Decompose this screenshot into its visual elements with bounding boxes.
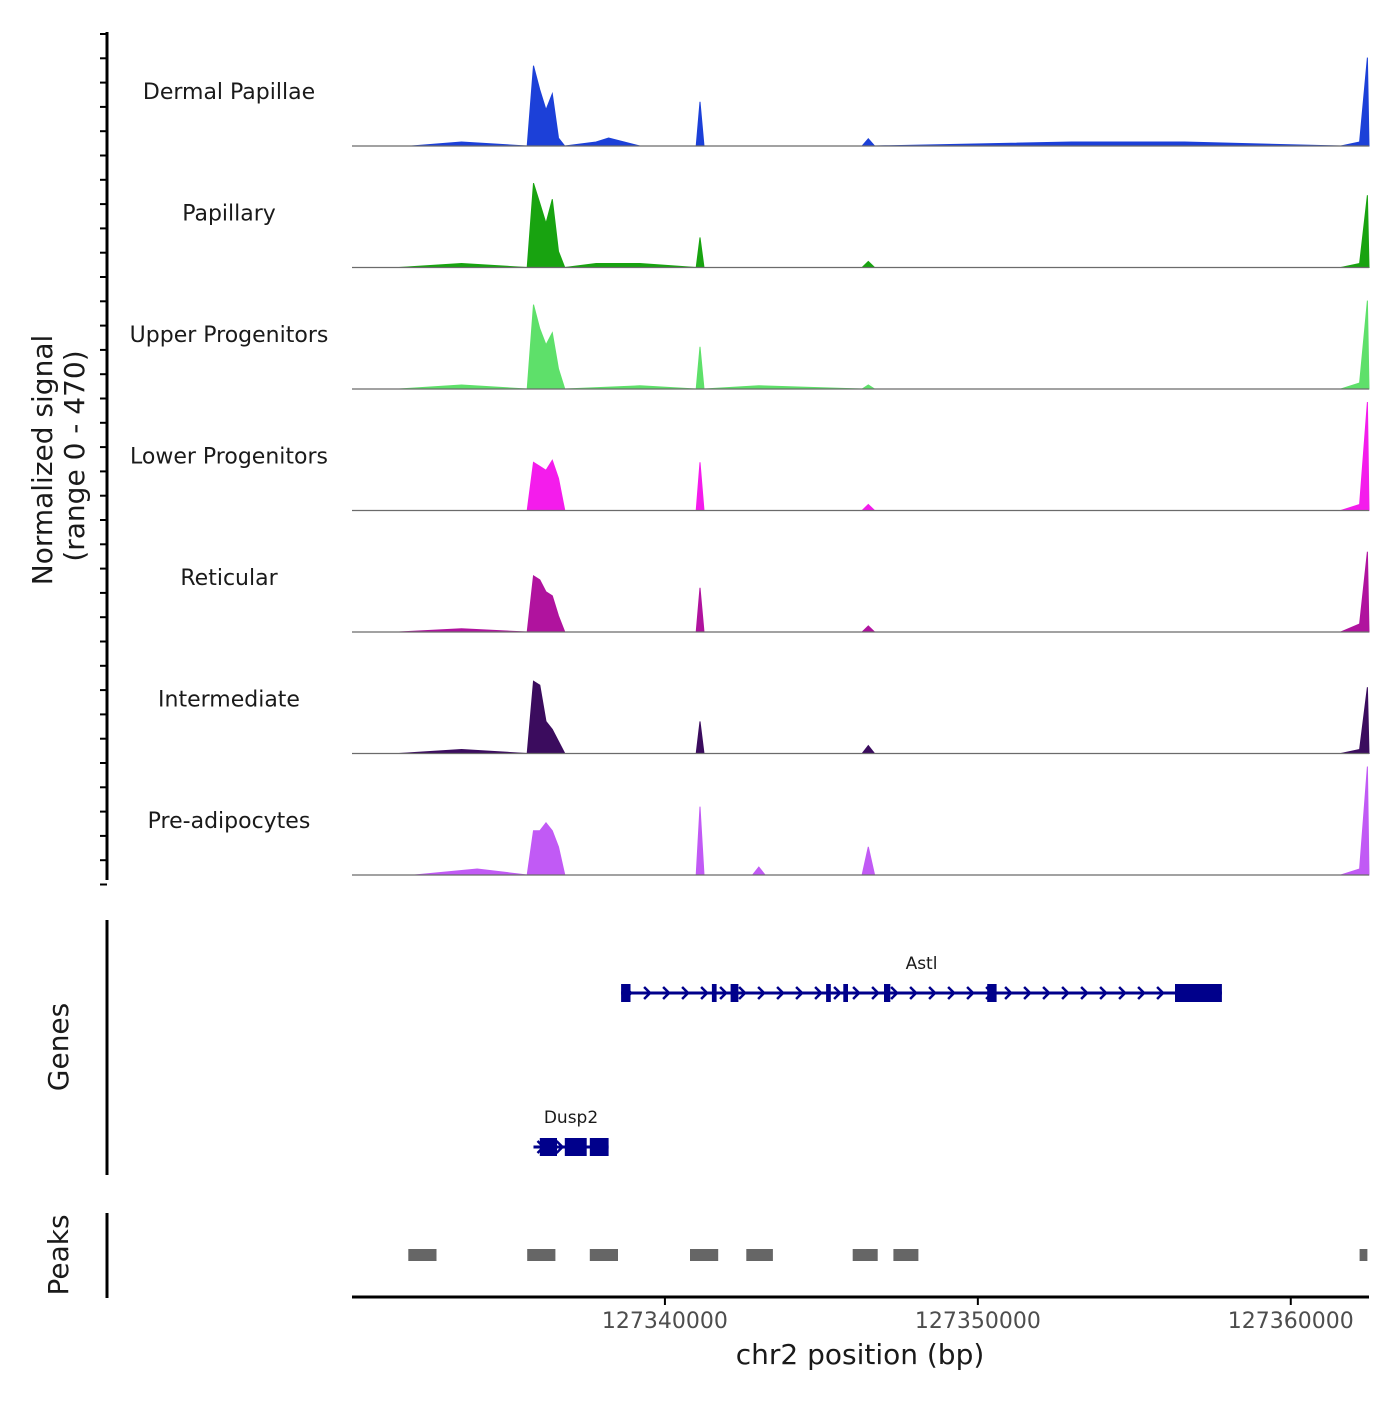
track-label: Dermal Papillae [143, 80, 315, 105]
gene-exon [564, 1138, 587, 1156]
strand-arrow [871, 986, 880, 1000]
gene-exon [826, 984, 831, 1002]
peak-region [1359, 1249, 1368, 1261]
coverage-area [398, 551, 1370, 633]
gene-exon [843, 984, 848, 1002]
strand-arrow [719, 986, 728, 1000]
coverage-tracks: Dermal Papillae Papillary Upper Progenitor… [130, 57, 1370, 876]
gene-exon [589, 1138, 609, 1156]
peak-region [589, 1249, 618, 1261]
genes-track: Genes Astl Dusp2 [42, 920, 1222, 1175]
strand-arrow [814, 986, 823, 1000]
strand-arrow [1004, 986, 1013, 1000]
x-axis: 127340000 127350000 127360000 [352, 1295, 1369, 1334]
gene-model: Dusp2 [533, 1108, 609, 1156]
gene-exon [987, 984, 997, 1002]
track-label: Pre-adipocytes [148, 809, 311, 834]
genes-track-title: Genes [42, 1003, 75, 1091]
x-axis-title: chr2 position (bp) [736, 1338, 985, 1371]
gene-exon [621, 984, 631, 1002]
gene-exon [884, 984, 891, 1002]
gene-exon [730, 984, 739, 1002]
coverage-area [398, 182, 1370, 269]
track-label: Papillary [182, 202, 276, 227]
strand-arrow [1099, 986, 1108, 1000]
track-label: Reticular [180, 566, 278, 591]
strand-arrow [966, 986, 975, 1000]
x-tick-label: 127350000 [915, 1309, 1041, 1334]
strand-arrow [776, 986, 785, 1000]
gene-exon [539, 1138, 557, 1156]
gene-label: Dusp2 [544, 1108, 598, 1128]
track-label: Lower Progenitors [130, 445, 328, 470]
strand-arrow [738, 986, 747, 1000]
coverage-track: Dermal Papillae [143, 57, 1370, 147]
strand-arrow [1061, 986, 1070, 1000]
strand-arrow [909, 986, 918, 1000]
strand-arrow [852, 986, 861, 1000]
peak-region [690, 1249, 719, 1261]
coverage-track: Intermediate [158, 680, 1370, 755]
coverage-area [411, 57, 1370, 147]
gene-model: Astl [621, 954, 1222, 1002]
peak-region [852, 1249, 878, 1261]
strand-arrow [757, 986, 766, 1000]
peak-region [746, 1249, 773, 1261]
strand-arrow [928, 986, 937, 1000]
y-axis-title-line2: (range 0 - 470) [58, 350, 91, 561]
strand-arrow [700, 986, 709, 1000]
strand-arrow [833, 986, 842, 1000]
strand-arrow [1118, 986, 1127, 1000]
coverage-area [414, 766, 1370, 876]
strand-arrow [555, 1140, 565, 1154]
strand-arrow [1080, 986, 1089, 1000]
strand-arrow [1042, 986, 1051, 1000]
peak-region [408, 1249, 437, 1261]
strand-arrow [662, 986, 671, 1000]
strand-arrow [1156, 986, 1165, 1000]
y-axis-title-line1: Normalized signal [26, 335, 59, 586]
peak-region [893, 1249, 919, 1261]
x-tick-label: 127360000 [1228, 1309, 1354, 1334]
coverage-track: Papillary [182, 182, 1370, 269]
coverage-track: Upper Progenitors [130, 300, 1370, 390]
strand-arrow [1137, 986, 1146, 1000]
peak-region [527, 1249, 556, 1261]
coverage-track: Reticular [180, 551, 1370, 633]
gene-exon [711, 984, 717, 1002]
strand-arrow [1023, 986, 1032, 1000]
track-label: Upper Progenitors [130, 323, 329, 348]
strand-arrow [681, 986, 690, 1000]
peaks-track-title: Peaks [42, 1214, 75, 1295]
coverage-area [398, 401, 1370, 511]
gene-exon [1175, 984, 1222, 1002]
coverage-track: Lower Progenitors [130, 401, 1370, 512]
strand-arrow [795, 986, 804, 1000]
strand-arrow [947, 986, 956, 1000]
coverage-track: Pre-adipocytes [148, 766, 1370, 876]
peaks-track: Peaks [42, 1213, 1368, 1298]
strand-arrow [890, 986, 899, 1000]
coverage-area [398, 680, 1370, 755]
coverage-area [398, 300, 1370, 390]
strand-arrow [643, 986, 652, 1000]
y-axis [100, 32, 109, 886]
track-label: Intermediate [158, 688, 300, 713]
x-tick-label: 127340000 [602, 1309, 728, 1334]
gene-label: Astl [906, 954, 938, 974]
